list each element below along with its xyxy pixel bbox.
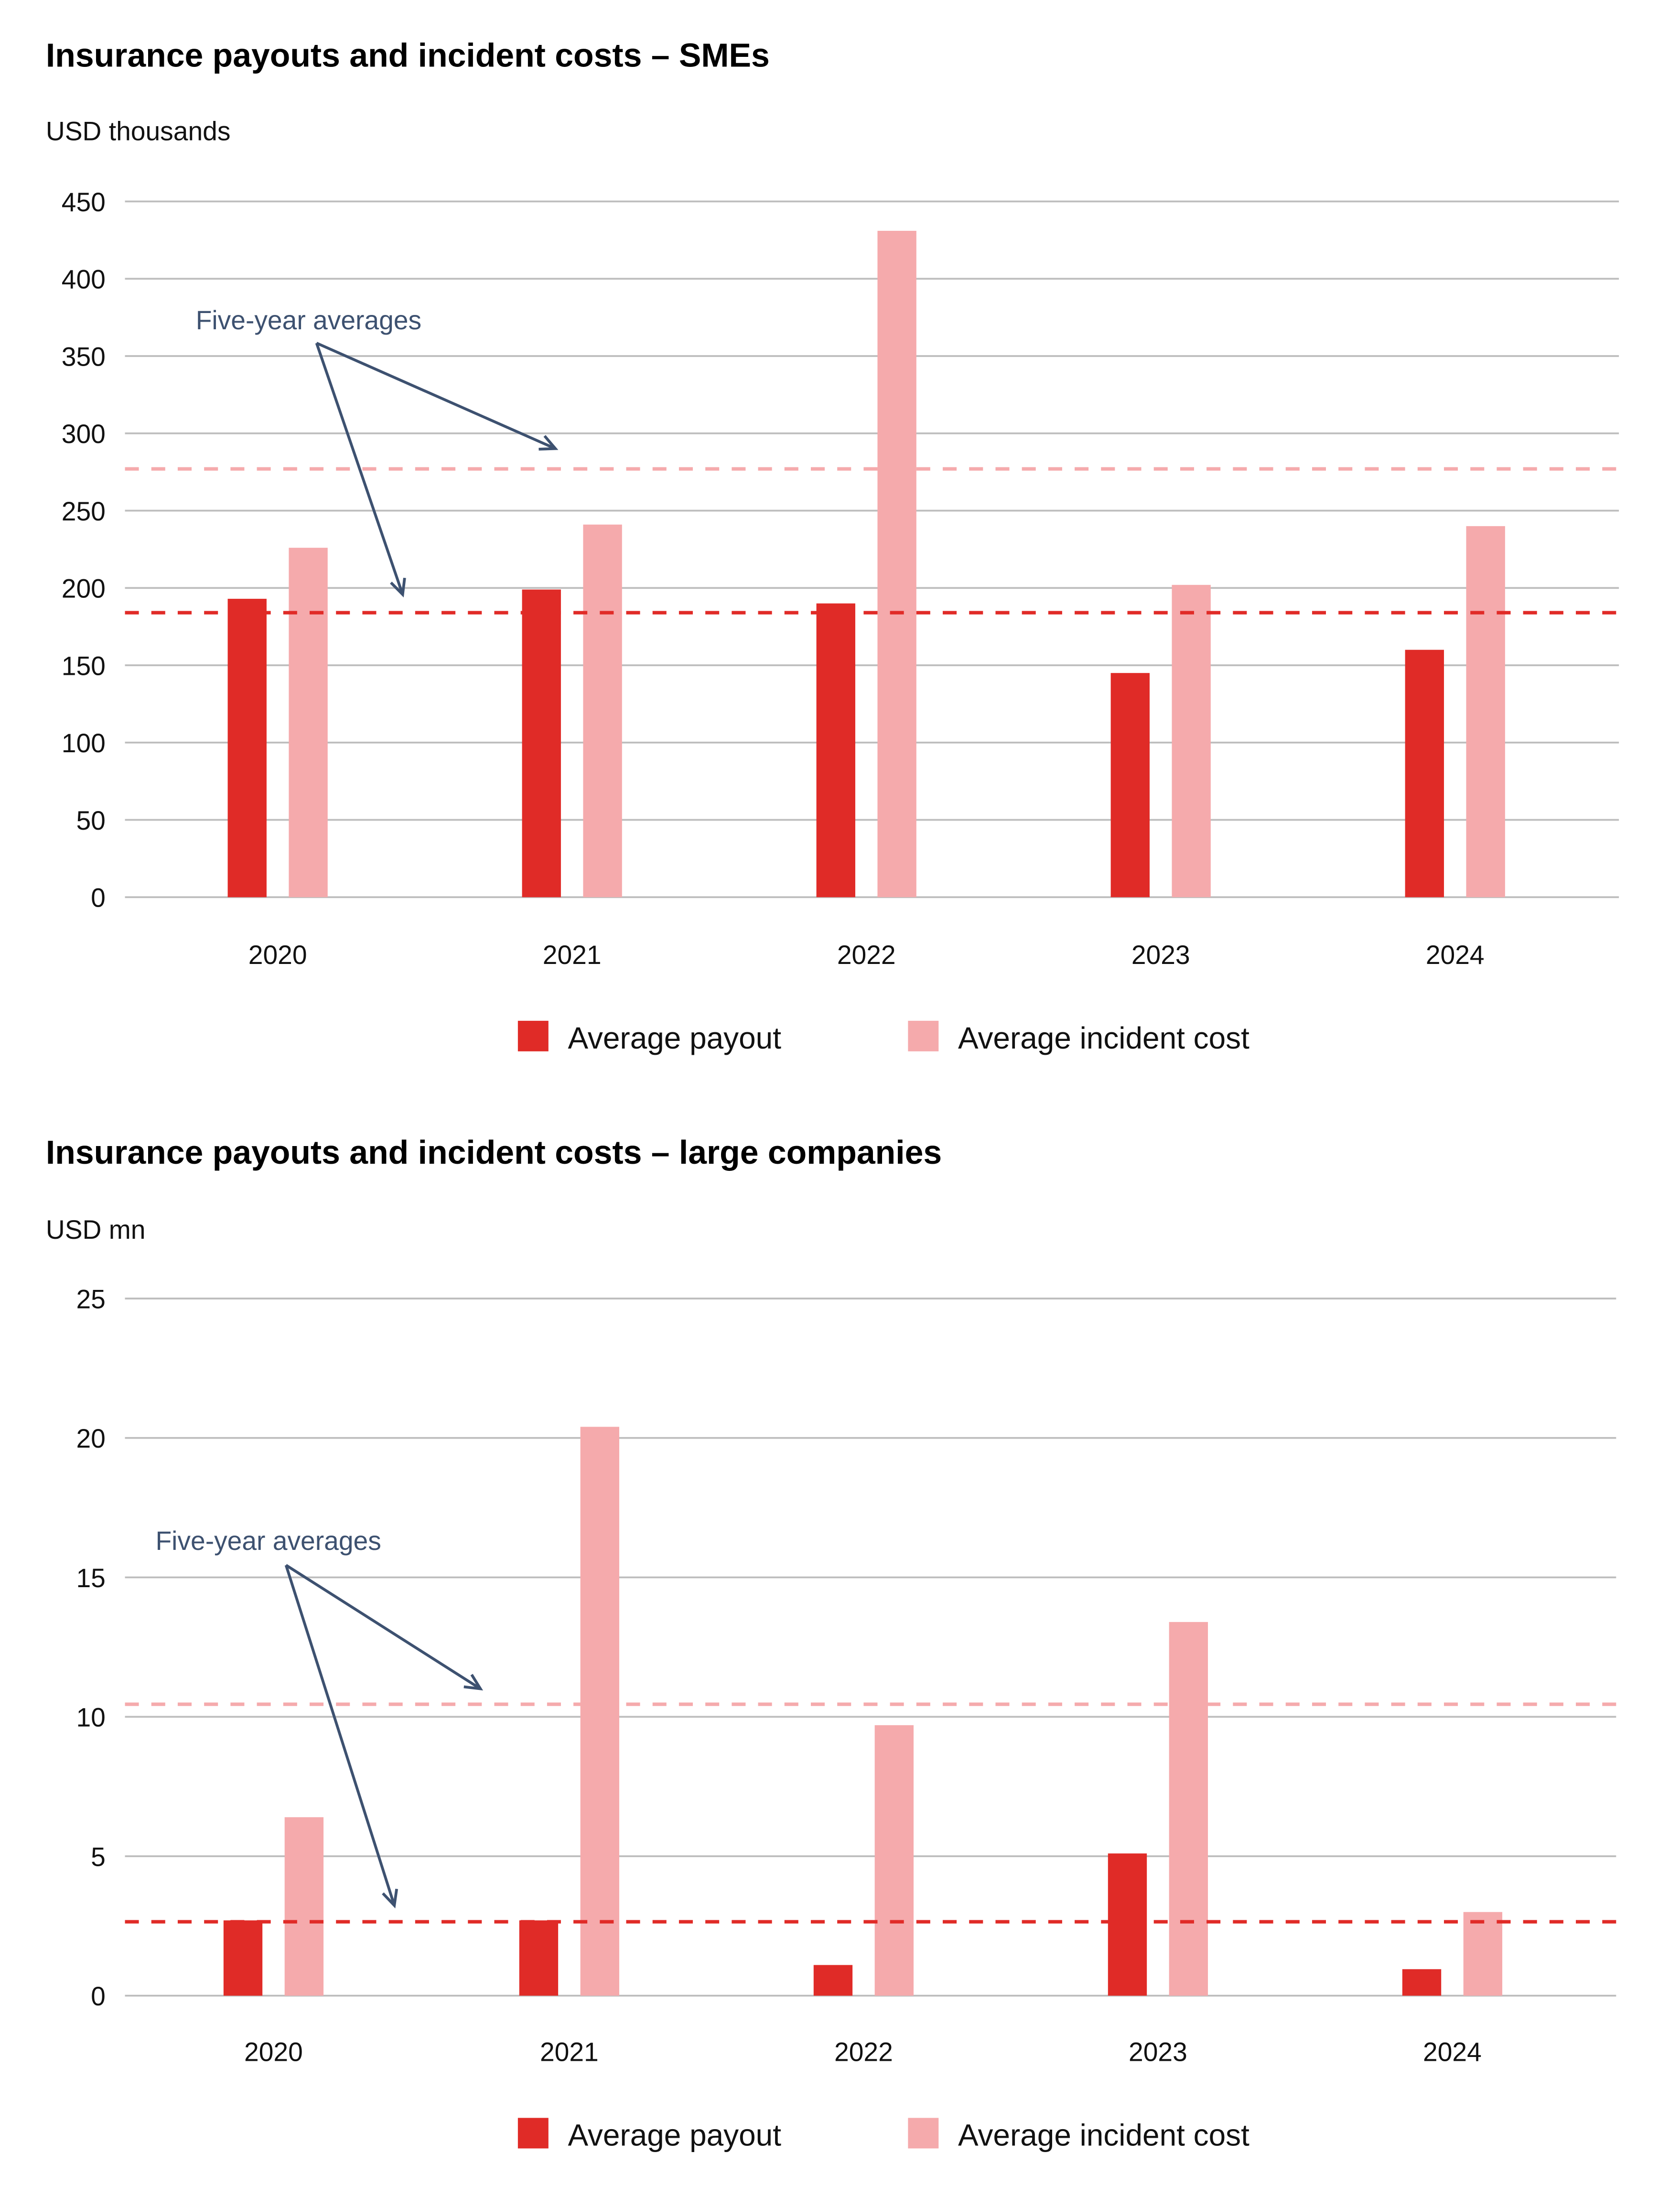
x-tick-label: 2021 — [540, 2037, 599, 2067]
bar-average-incident-cost-2021 — [583, 524, 622, 898]
legend-label-average-incident-cost: Average incident cost — [958, 2118, 1249, 2153]
bar-average-incident-cost-2021 — [580, 1427, 619, 1996]
legend-swatch-average-payout — [517, 2118, 549, 2149]
x-tick-label: 2024 — [1423, 2037, 1482, 2067]
y-tick-label: 10 — [76, 1703, 105, 1732]
y-tick-label: 300 — [62, 419, 106, 449]
annotation-text: Five-year averages — [155, 1526, 381, 1556]
bar-average-payout-2023 — [1110, 673, 1150, 898]
bar-average-incident-cost-2022 — [877, 230, 916, 898]
y-tick-label: 0 — [91, 883, 106, 913]
bar-average-payout-2020 — [227, 598, 267, 898]
y-axis-label: USD mn — [46, 1215, 146, 1245]
x-tick-label: 2020 — [244, 2037, 303, 2067]
x-tick-label: 2022 — [837, 940, 896, 970]
bar-average-incident-cost-2024 — [1463, 1912, 1503, 1996]
y-tick-label: 5 — [91, 1842, 106, 1872]
x-tick-label: 2021 — [543, 940, 602, 970]
bar-average-payout-2023 — [1108, 1853, 1147, 1996]
bar-average-payout-2022 — [816, 603, 855, 898]
annotation-arrow — [284, 1565, 396, 1906]
legend-swatch-average-payout — [517, 1020, 549, 1051]
arrowhead-icon — [390, 577, 406, 598]
y-tick-label: 15 — [76, 1563, 105, 1593]
bar-average-incident-cost-2024 — [1466, 526, 1505, 898]
bar-average-incident-cost-2020 — [284, 1817, 324, 1996]
y-tick-label: 150 — [62, 651, 106, 681]
arrowhead-icon — [382, 1888, 398, 1909]
annotation-arrow — [285, 1564, 481, 1690]
y-tick-label: 20 — [76, 1424, 105, 1453]
y-tick-label: 0 — [91, 1981, 106, 2011]
bar-average-payout-2024 — [1405, 649, 1444, 898]
chart-title: Insurance payouts and incident costs – l… — [46, 1134, 942, 1171]
y-axis-label: USD thousands — [46, 117, 231, 146]
y-tick-label: 100 — [62, 728, 106, 758]
y-tick-label: 50 — [76, 806, 105, 835]
y-tick-label: 400 — [62, 265, 106, 294]
bar-average-incident-cost-2022 — [874, 1725, 914, 1996]
x-tick-label: 2023 — [1131, 940, 1190, 970]
x-tick-label: 2020 — [248, 940, 307, 970]
x-tick-label: 2022 — [834, 2037, 893, 2067]
annotation-arrow — [316, 342, 556, 450]
arrowhead-icon — [463, 1674, 484, 1691]
bar-average-payout-2021 — [519, 1920, 559, 1996]
bar-average-payout-2021 — [522, 589, 561, 898]
bar-average-incident-cost-2023 — [1169, 1622, 1208, 1996]
legend-label-average-incident-cost: Average incident cost — [958, 1021, 1249, 1055]
arrowhead-icon — [538, 435, 559, 451]
legend-label-average-payout: Average payout — [568, 1021, 781, 1055]
y-tick-label: 200 — [62, 574, 106, 604]
y-tick-label: 25 — [76, 1284, 105, 1314]
bar-average-incident-cost-2023 — [1172, 584, 1211, 898]
bar-average-payout-2022 — [813, 1965, 853, 1996]
chart-title: Insurance payouts and incident costs – S… — [46, 37, 770, 74]
legend-label-average-payout: Average payout — [568, 2118, 781, 2153]
legend-swatch-average-incident-cost — [908, 2118, 939, 2149]
x-tick-label: 2023 — [1129, 2037, 1187, 2067]
y-tick-label: 350 — [62, 342, 106, 371]
legend-swatch-average-incident-cost — [908, 1020, 939, 1051]
bar-average-payout-2024 — [1402, 1969, 1442, 1996]
y-tick-label: 450 — [62, 187, 106, 217]
bar-average-payout-2020 — [223, 1920, 263, 1996]
x-tick-label: 2024 — [1426, 940, 1485, 970]
annotation-arrow — [315, 342, 404, 595]
annotation-text: Five-year averages — [196, 305, 421, 335]
y-tick-label: 250 — [62, 497, 106, 526]
bar-average-incident-cost-2020 — [289, 548, 328, 898]
